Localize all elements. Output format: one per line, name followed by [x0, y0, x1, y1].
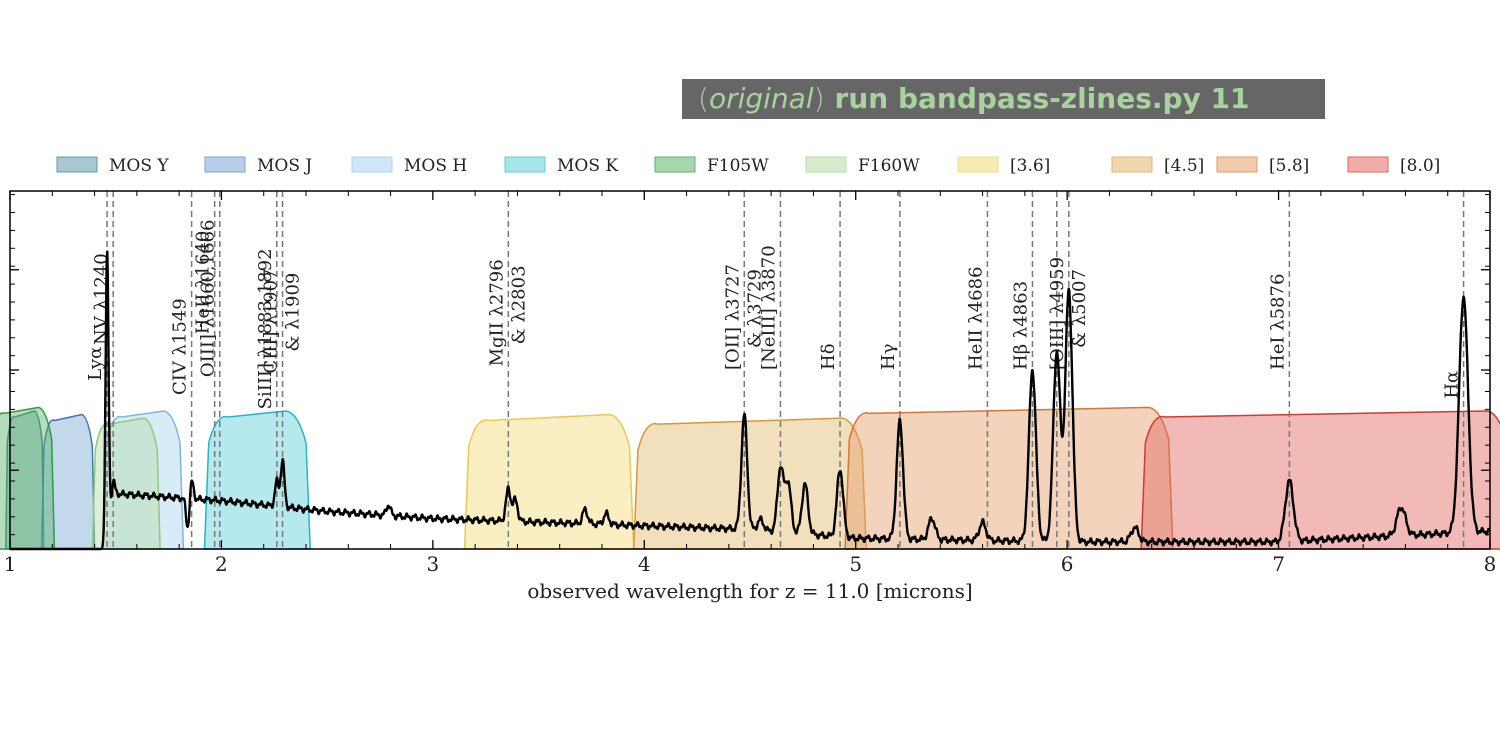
line-label: CIII] λ1907 — [261, 269, 282, 374]
spectrum-line — [9, 250, 1491, 551]
banner-prefix: (original) — [698, 82, 825, 115]
line-label: OIII] λ1660,1666 — [198, 220, 219, 378]
line-label: & λ1909 — [283, 273, 304, 352]
bandpass-filters — [0, 406, 1500, 550]
bandpass-mos-k — [203, 410, 312, 550]
legend-label: MOS Y — [109, 156, 169, 176]
legend-swatch — [56, 156, 98, 173]
legend-label: F160W — [858, 156, 920, 176]
legend-swatch — [1216, 156, 1258, 173]
line-label: Hβ λ4863 — [1010, 281, 1031, 370]
legend-swatch — [654, 156, 696, 173]
line-label: [NeIII] λ3870 — [758, 245, 779, 370]
legend-swatch — [805, 156, 847, 173]
line-label: & λ2803 — [508, 265, 529, 344]
bandpass-mos-j — [40, 413, 96, 550]
legend-swatch — [504, 156, 546, 173]
spectrum-group — [9, 250, 1491, 551]
line-label: HeI λ5876 — [1267, 274, 1288, 370]
line-label: MgII λ2796 — [486, 259, 507, 366]
line-label: HeII λ4686 — [965, 266, 986, 370]
line-label: HeII λ1640 — [193, 231, 214, 335]
line-label: [OIII] λ4959 — [1047, 257, 1068, 370]
bandpass-8-0 — [1140, 410, 1500, 550]
x-tick-label: 1 — [4, 552, 17, 576]
x-tick-label: 6 — [1061, 552, 1074, 576]
title-banner: (original) run bandpass-zlines.py 11 — [682, 79, 1325, 119]
line-label: [OII] λ3727 — [722, 264, 743, 370]
bandpass-f105w — [0, 406, 56, 550]
legend-swatch — [351, 156, 393, 173]
line-label: CIV λ1549 — [170, 298, 191, 395]
bandpass-5-8 — [844, 406, 1174, 550]
x-tick-label: 3 — [426, 552, 439, 576]
legend-swatch — [957, 156, 999, 173]
axes: 1 2 3 4 5 6 7 8 — [4, 190, 1497, 576]
line-label: & λ3729 — [744, 269, 765, 348]
line-label: Hγ — [878, 344, 899, 370]
x-tick-label: 5 — [849, 552, 862, 576]
legend-label: MOS K — [557, 156, 618, 176]
x-axis-label: observed wavelength for z = 11.0 [micron… — [527, 579, 972, 603]
legend-label: F105W — [707, 156, 769, 176]
x-tick-label: 2 — [215, 552, 228, 576]
banner-command: run bandpass-zlines.py 11 — [834, 82, 1250, 115]
legend-swatch — [204, 156, 246, 173]
line-label: & λ5007 — [1069, 269, 1090, 348]
legend: MOS Y MOS J MOS H MOS K F105W F160W [3.6] [4.5]… — [56, 156, 1440, 176]
bandpass-mos-y — [5, 410, 45, 550]
legend-label: [4.5] — [1164, 156, 1204, 176]
legend-swatch — [1111, 156, 1153, 173]
bandpass-4-5 — [632, 417, 868, 550]
legend-label: MOS H — [404, 156, 467, 176]
legend-label: [3.6] — [1010, 156, 1050, 176]
line-label: Lyα — [85, 347, 106, 381]
x-tick-label: 7 — [1272, 552, 1285, 576]
legend-label: MOS J — [257, 156, 312, 176]
legend-label: [5.8] — [1269, 156, 1309, 176]
line-label: Hα — [1442, 371, 1463, 399]
line-label: SiIII] λ1883,1892 — [255, 248, 276, 409]
legend-label: [8.0] — [1400, 156, 1440, 176]
legend-swatch — [1347, 156, 1389, 173]
x-tick-label: 8 — [1484, 552, 1497, 576]
x-tick-label: 4 — [638, 552, 651, 576]
bandpass-3-6 — [463, 413, 635, 550]
line-label: Hδ — [818, 343, 839, 370]
